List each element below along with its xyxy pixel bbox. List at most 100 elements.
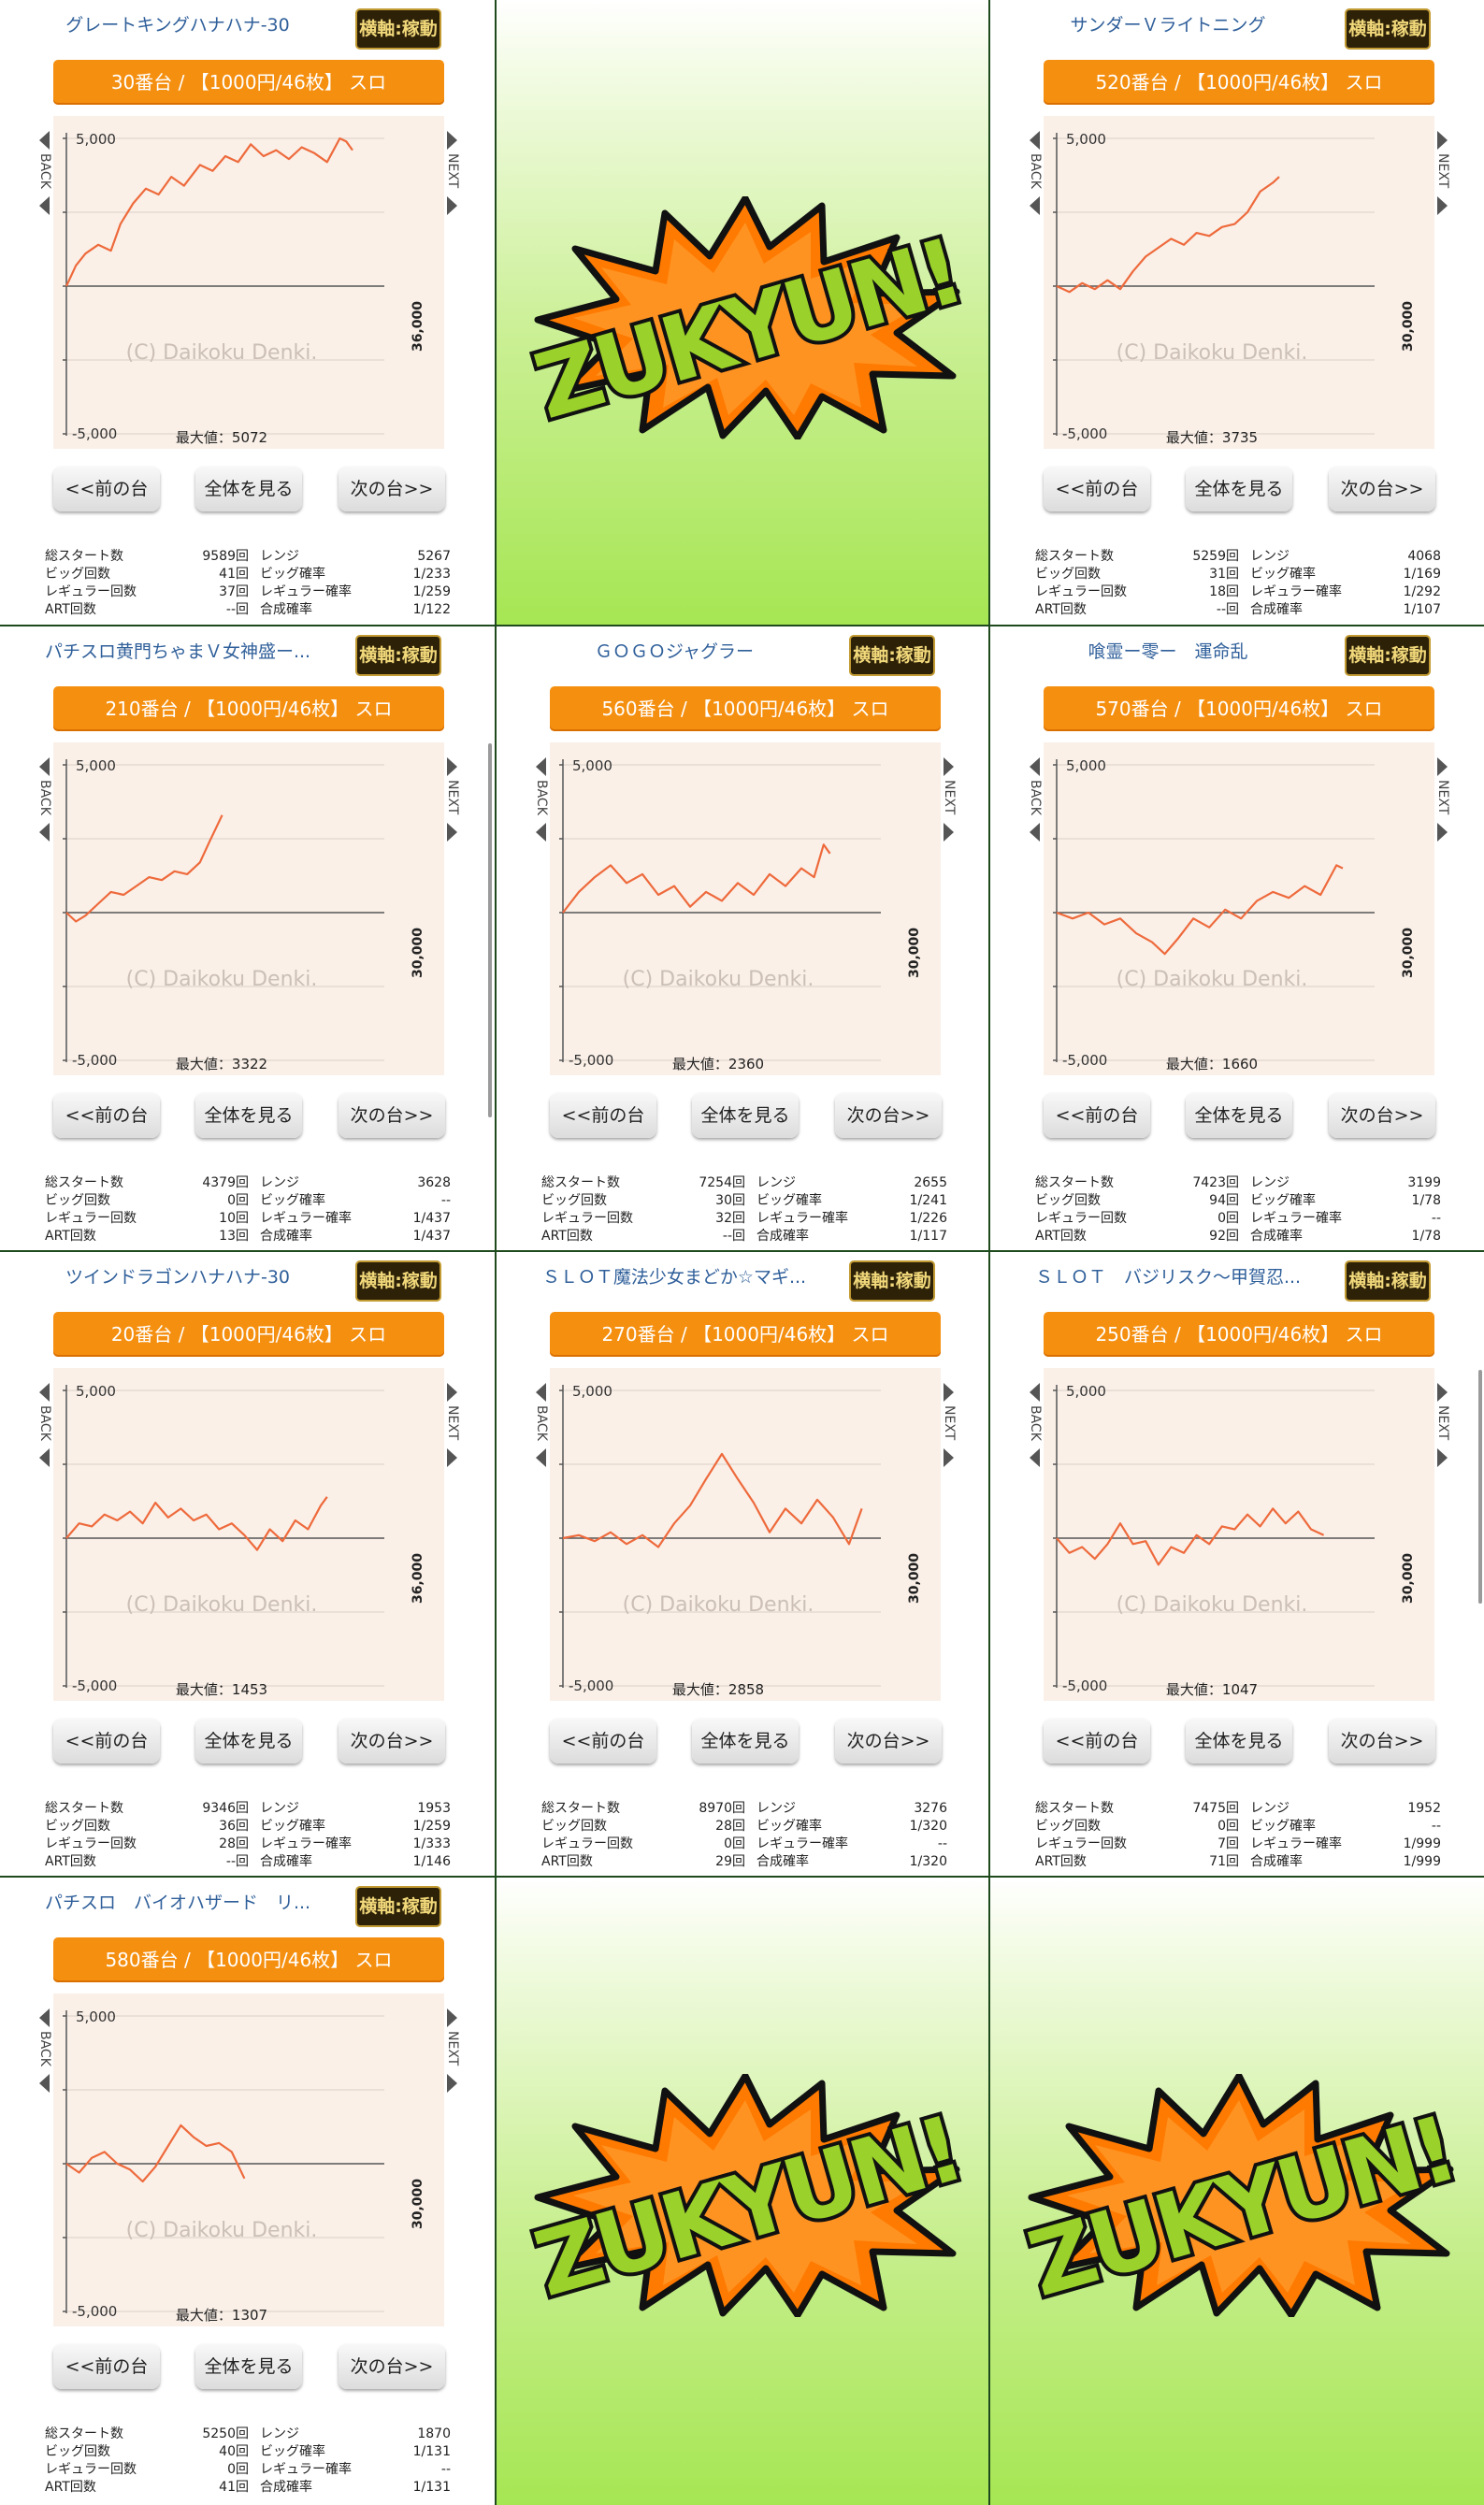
prev-machine-button[interactable]: <<前の台 <box>53 2344 160 2389</box>
back-arrow[interactable]: BACK <box>1028 1383 1043 1467</box>
machine-title[interactable]: ＧＯＧＯジャグラー <box>594 641 755 662</box>
back-arrow-icon <box>1030 823 1040 842</box>
stat-value: 7423回 <box>1192 1175 1239 1190</box>
stat-label: レンジ <box>260 1175 299 1190</box>
stat-label: ビッグ確率 <box>260 1193 325 1208</box>
back-arrow[interactable]: BACK <box>37 131 52 215</box>
next-machine-button[interactable]: 次の台>> <box>835 1093 942 1138</box>
view-all-button[interactable]: 全体を見る <box>195 1093 302 1138</box>
machine-card: ＧＯＧＯジャグラー 横軸:稼動 560番台 / 【1000円/46枚】 スロ 5… <box>497 626 988 1250</box>
stat-label: レギュラー確率 <box>1250 1211 1342 1226</box>
back-arrow-icon <box>39 2074 50 2093</box>
view-all-button[interactable]: 全体を見る <box>1186 1719 1292 1764</box>
scrollbar[interactable] <box>488 743 492 1117</box>
machine-title[interactable]: ＳＬＯＴ魔法少女まどか☆マギ... <box>541 1267 807 1288</box>
next-machine-button[interactable]: 次の台>> <box>1329 1093 1435 1138</box>
prev-machine-button[interactable]: <<前の台 <box>1044 1093 1150 1138</box>
prev-machine-button[interactable]: <<前の台 <box>550 1093 656 1138</box>
next-arrow[interactable]: NEXT <box>445 2008 460 2093</box>
copyright-watermark: (C) Daikoku Denki. <box>1117 1593 1308 1617</box>
graph-svg: 5,000 -5,000 (C) Daikoku Denki. 30,000 最大値：2… <box>559 1383 922 1698</box>
view-all-button[interactable]: 全体を見る <box>195 467 302 511</box>
axis-toggle-badge[interactable]: 横軸:稼動 <box>1345 635 1431 676</box>
next-arrow[interactable]: NEXT <box>1435 1383 1450 1467</box>
stat-value: 1/320 <box>909 1819 947 1834</box>
machine-title[interactable]: サンダーＶライトニング <box>1070 15 1266 36</box>
next-arrow[interactable]: NEXT <box>942 1383 957 1467</box>
next-arrow-icon <box>447 2074 457 2093</box>
stat-label: 合成確率 <box>1250 1229 1303 1244</box>
next-machine-button[interactable]: 次の台>> <box>339 1093 445 1138</box>
stat-row: ビッグ回数 36回 ビッグ確率 1/259 <box>45 1818 453 1836</box>
stat-row: 総スタート数 8970回 レンジ 3276 <box>541 1800 949 1818</box>
back-label: BACK <box>1028 1405 1043 1441</box>
machine-title[interactable]: パチスロ黄門ちゃまＶ女神盛ー... <box>44 641 311 662</box>
y-tick-label: -5,000 <box>72 1052 117 1069</box>
axis-toggle-badge[interactable]: 横軸:稼動 <box>849 635 935 676</box>
next-label: NEXT <box>445 153 460 189</box>
next-machine-button[interactable]: 次の台>> <box>339 467 445 511</box>
back-arrow[interactable]: BACK <box>37 757 52 842</box>
axis-toggle-badge[interactable]: 横軸:稼動 <box>355 1886 441 1927</box>
next-machine-button[interactable]: 次の台>> <box>339 2344 445 2389</box>
y-tick-label: -5,000 <box>72 1677 117 1694</box>
view-all-button[interactable]: 全体を見る <box>195 1719 302 1764</box>
axis-toggle-badge[interactable]: 横軸:稼動 <box>355 635 441 676</box>
prev-machine-button[interactable]: <<前の台 <box>53 467 160 511</box>
scrollbar[interactable] <box>1478 1370 1482 1604</box>
back-arrow[interactable]: BACK <box>37 2008 52 2093</box>
next-arrow[interactable]: NEXT <box>1435 757 1450 842</box>
axis-toggle-badge[interactable]: 横軸:稼動 <box>1345 1260 1431 1302</box>
stat-value: -- <box>440 2462 451 2477</box>
view-all-button[interactable]: 全体を見る <box>1186 467 1292 511</box>
next-machine-button[interactable]: 次の台>> <box>1329 467 1435 511</box>
stat-label: 合成確率 <box>260 2480 312 2495</box>
stat-value: 0回 <box>1217 1819 1239 1834</box>
next-arrow-icon <box>944 1383 954 1402</box>
prev-machine-button[interactable]: <<前の台 <box>1044 1719 1150 1764</box>
stat-value: -- <box>1431 1211 1441 1226</box>
stat-value: 31回 <box>1209 567 1239 582</box>
back-arrow[interactable]: BACK <box>534 1383 549 1467</box>
back-arrow[interactable]: BACK <box>1028 757 1043 842</box>
stat-value: 1/437 <box>412 1229 451 1244</box>
next-arrow[interactable]: NEXT <box>1435 131 1450 215</box>
machine-title[interactable]: グレートキングハナハナ-30 <box>65 15 290 36</box>
next-arrow-icon <box>447 757 457 776</box>
next-machine-button[interactable]: 次の台>> <box>1329 1719 1435 1764</box>
next-arrow[interactable]: NEXT <box>445 757 460 842</box>
machine-title[interactable]: 喰霊ー零ー 運命乱 <box>1088 641 1248 662</box>
next-arrow-icon <box>944 1448 954 1467</box>
back-arrow[interactable]: BACK <box>534 757 549 842</box>
axis-toggle-badge[interactable]: 横軸:稼動 <box>1345 8 1431 50</box>
back-arrow[interactable]: BACK <box>1028 131 1043 215</box>
data-line <box>1056 864 1344 956</box>
axis-toggle-badge[interactable]: 横軸:稼動 <box>355 1260 441 1302</box>
axis-toggle-badge[interactable]: 横軸:稼動 <box>849 1260 935 1302</box>
prev-machine-button[interactable]: <<前の台 <box>53 1719 160 1764</box>
stats-table: 総スタート数 8970回 レンジ 3276 ビッグ回数 28回 ビッグ確率 1/… <box>541 1800 949 1871</box>
next-arrow[interactable]: NEXT <box>445 131 460 215</box>
next-machine-button[interactable]: 次の台>> <box>835 1719 942 1764</box>
machine-title[interactable]: パチスロ バイオハザード リ... <box>44 1893 311 1913</box>
next-machine-button[interactable]: 次の台>> <box>339 1719 445 1764</box>
next-arrow[interactable]: NEXT <box>942 757 957 842</box>
stat-value: 8970回 <box>699 1801 745 1816</box>
stat-label: ビッグ確率 <box>756 1819 822 1834</box>
view-all-button[interactable]: 全体を見る <box>195 2344 302 2389</box>
stat-value: 5259回 <box>1192 549 1239 564</box>
machine-title[interactable]: ツインドラゴンハナハナ-30 <box>65 1267 291 1288</box>
zukyun-promo-card: ZUKYUN! <box>990 1878 1484 2505</box>
prev-machine-button[interactable]: <<前の台 <box>53 1093 160 1138</box>
prev-machine-button[interactable]: <<前の台 <box>550 1719 656 1764</box>
stat-value: 10回 <box>219 1211 249 1226</box>
next-arrow[interactable]: NEXT <box>445 1383 460 1467</box>
prev-machine-button[interactable]: <<前の台 <box>1044 467 1150 511</box>
max-value-label: 最大値：3322 <box>176 1056 267 1073</box>
view-all-button[interactable]: 全体を見る <box>692 1719 799 1764</box>
view-all-button[interactable]: 全体を見る <box>1186 1093 1292 1138</box>
back-arrow[interactable]: BACK <box>37 1383 52 1467</box>
view-all-button[interactable]: 全体を見る <box>692 1093 799 1138</box>
machine-title[interactable]: ＳＬＯＴ バジリスク〜甲賀忍... <box>1034 1267 1302 1288</box>
axis-toggle-badge[interactable]: 横軸:稼動 <box>355 8 441 50</box>
